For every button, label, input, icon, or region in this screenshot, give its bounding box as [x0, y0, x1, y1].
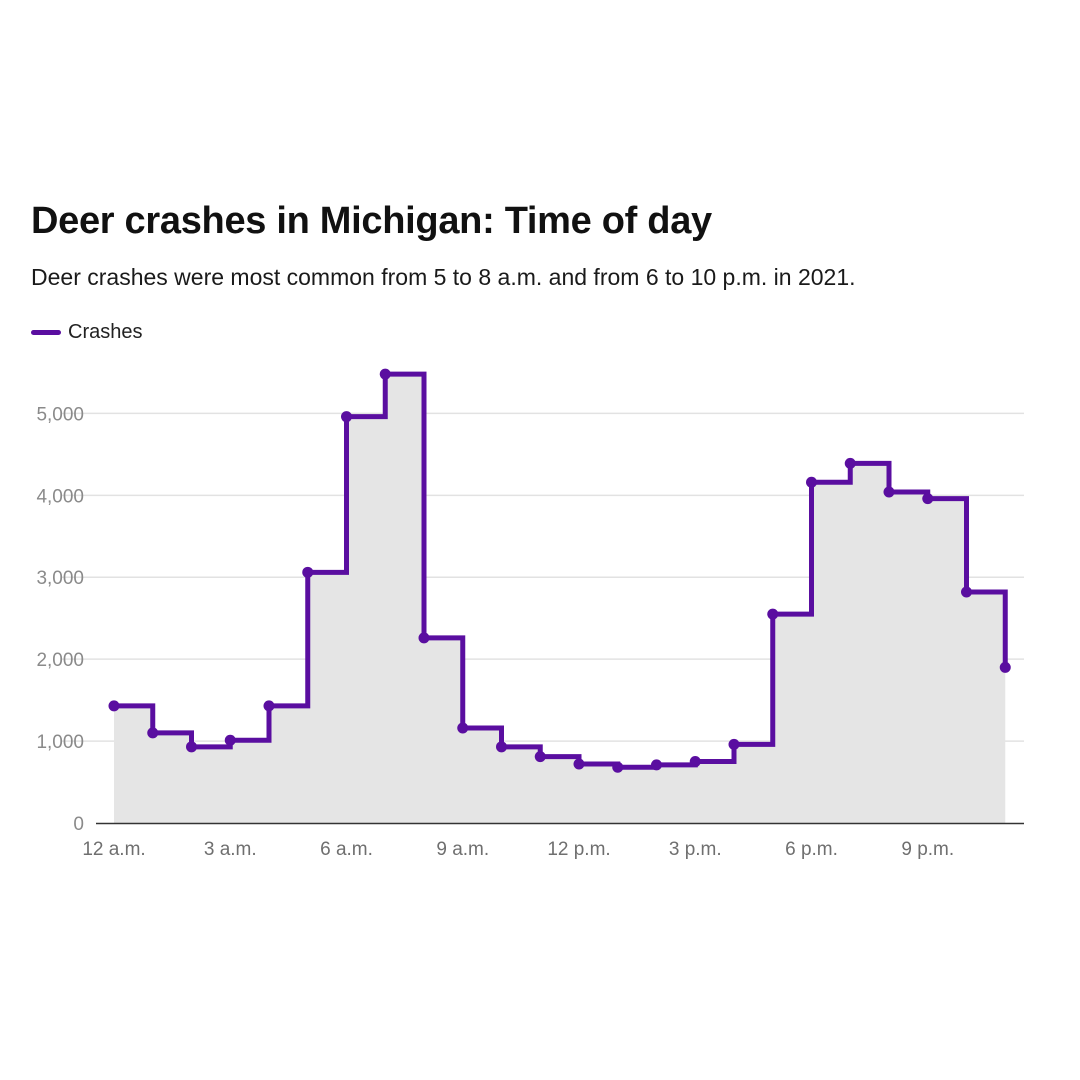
data-point	[612, 761, 624, 773]
data-point	[496, 741, 507, 753]
y-tick-label: 3,000	[36, 568, 84, 589]
x-tick-label: 3 p.m.	[669, 839, 722, 860]
data-point	[651, 759, 662, 771]
chart-subtitle: Deer crashes were most common from 5 to …	[31, 264, 856, 290]
data-point	[922, 493, 934, 505]
data-point	[883, 486, 895, 498]
data-point	[147, 727, 159, 739]
y-tick-label: 1,000	[36, 732, 84, 753]
data-point	[999, 661, 1011, 673]
data-point	[379, 368, 391, 380]
chart-title: Deer crashes in Michigan: Time of day	[31, 200, 712, 242]
x-tick-label: 12 a.m.	[82, 839, 145, 860]
y-tick-label: 5,000	[36, 404, 84, 425]
step-line-chart: 0 1,000 2,000 3,000 4,000 5,000 12 a.m. 3 a.m. 6…	[36, 368, 1024, 860]
data-point	[457, 722, 469, 734]
series-line-crashes	[114, 371, 1008, 770]
data-point	[108, 700, 120, 712]
data-point	[534, 751, 546, 763]
legend-swatch-crashes	[31, 330, 61, 335]
x-tick-label: 9 p.m.	[901, 839, 954, 860]
legend-label-crashes: Crashes	[68, 321, 143, 343]
y-tick-label: 4,000	[36, 486, 84, 507]
data-point	[418, 632, 430, 644]
data-point	[573, 758, 585, 770]
data-point	[341, 411, 352, 423]
x-tick-label: 12 p.m.	[547, 839, 610, 860]
y-tick-label: 0	[73, 814, 84, 835]
x-tick-label: 3 a.m.	[204, 839, 257, 860]
data-point	[689, 756, 701, 768]
area-fill	[114, 374, 1006, 823]
data-point	[961, 586, 972, 598]
data-point	[224, 734, 236, 746]
data-point	[263, 700, 275, 712]
data-point	[728, 738, 740, 750]
data-point	[806, 476, 817, 488]
x-tick-label: 6 a.m.	[320, 839, 373, 860]
data-point	[844, 457, 856, 469]
legend: Crashes	[31, 321, 142, 344]
x-tick-label: 9 a.m.	[436, 839, 489, 860]
x-tick-label: 6 p.m.	[785, 839, 838, 860]
data-point	[767, 608, 779, 620]
data-point	[302, 566, 314, 578]
data-point	[186, 741, 197, 753]
y-tick-label: 2,000	[36, 650, 84, 671]
